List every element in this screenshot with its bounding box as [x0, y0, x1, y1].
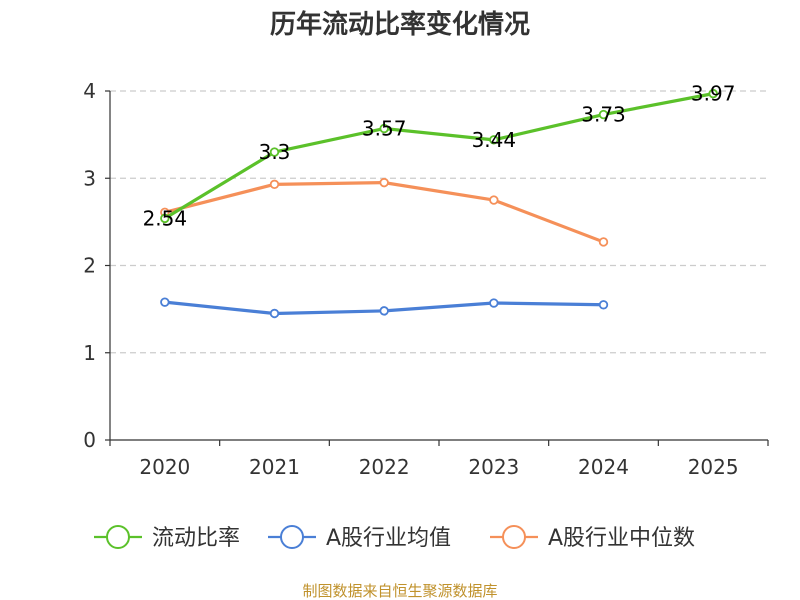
y-tick-label: 3: [83, 166, 96, 190]
data-point: [269, 179, 280, 190]
chart-title: 历年流动比率变化情况: [270, 9, 530, 40]
data-point: [489, 298, 499, 308]
legend-item: A股行业均值: [268, 525, 451, 551]
series-line: [164, 92, 714, 220]
data-point: [379, 123, 389, 134]
data-label: 3.57: [362, 117, 407, 141]
y-tick-label: 4: [83, 79, 96, 103]
data-label: 3.73: [581, 103, 626, 127]
y-tick-label: 0: [83, 428, 96, 452]
data-point: [598, 300, 609, 310]
y-tick-label: 1: [83, 341, 96, 365]
legend-swatch-marker: [502, 525, 526, 549]
x-tick-label: 2020: [139, 455, 190, 479]
legend-label: A股行业均值: [326, 526, 451, 551]
data-label: 2.54: [143, 206, 188, 230]
legend-swatch-marker: [280, 525, 304, 549]
data-label: 3.3: [259, 140, 291, 164]
legend-swatch-marker: [106, 525, 130, 549]
data-point: [489, 195, 499, 205]
data-point: [489, 135, 499, 145]
data-point: [708, 88, 718, 99]
y-tick-label: 2: [83, 254, 96, 278]
data-point: [160, 213, 170, 224]
x-tick-label: 2024: [578, 455, 629, 479]
axes: 0 1 2 3 4 2020 2021 2022 2023 2024 2025: [83, 79, 769, 479]
data-point: [379, 177, 389, 188]
data-point: [598, 109, 609, 120]
data-point: [160, 297, 170, 307]
data-label: 3.44: [472, 128, 517, 152]
legend-item: A股行业中位数: [490, 525, 695, 551]
data-point: [269, 308, 280, 319]
series: [160, 88, 718, 319]
data-labels: 2.54 3.3 3.57 3.44 3.73 3.97: [143, 82, 736, 231]
legend-item: 流动比率: [94, 525, 240, 551]
x-tick-label: 2025: [688, 455, 739, 479]
data-point: [269, 147, 280, 157]
x-tick-label: 2021: [249, 455, 300, 479]
x-tick-label: 2023: [468, 455, 519, 479]
source-note: 制图数据来自恒生聚源数据库: [302, 582, 497, 600]
legend-label: A股行业中位数: [548, 526, 695, 551]
legend-label: 流动比率: [152, 526, 240, 551]
grid: [110, 90, 768, 354]
data-point: [379, 306, 389, 316]
x-tick-label: 2022: [359, 455, 410, 479]
data-label: 3.97: [691, 82, 736, 106]
legend: 流动比率 A股行业均值 A股行业中位数: [94, 525, 695, 551]
series-line: [164, 181, 605, 244]
data-point: [598, 237, 609, 247]
